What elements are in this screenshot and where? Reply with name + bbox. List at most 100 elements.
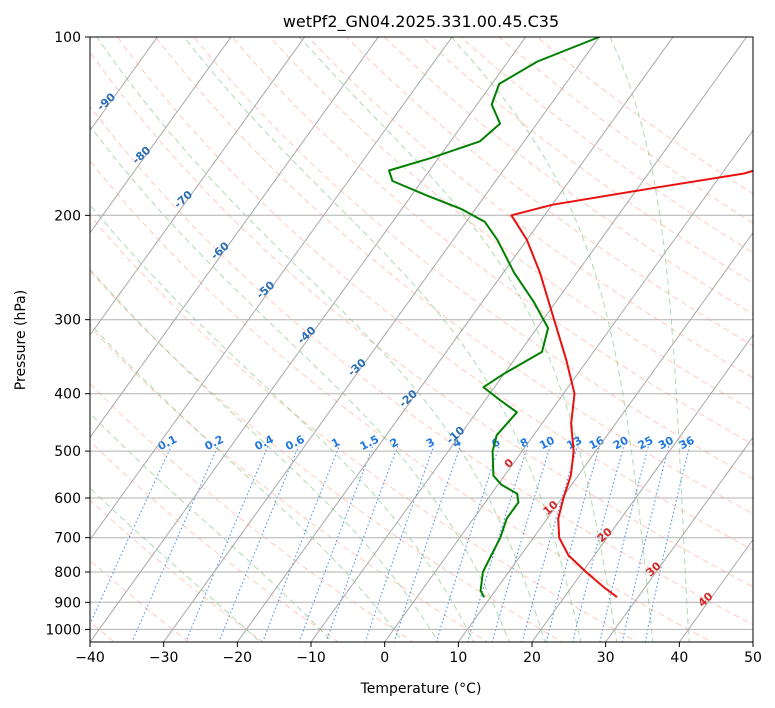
mixing-ratio-label: 25 — [636, 434, 656, 453]
isotherm-gridline — [236, 37, 674, 642]
isotherm-label-red: 40 — [696, 590, 716, 610]
dry-adiabat-line — [90, 382, 414, 642]
plot-frame — [89, 36, 754, 643]
mixing-ratio-line — [491, 445, 551, 642]
chart-title: wetPf2_GN04.2025.331.00.45.C35 — [283, 12, 559, 32]
dry-adiabat-line — [90, 326, 489, 642]
mixing-ratio-line — [644, 445, 691, 642]
mixing-ratio-line — [599, 445, 649, 642]
y-axis: 100 200 300 400 500 600 700 800 900 1000 — [45, 30, 90, 638]
isotherm-gridline — [90, 37, 158, 132]
y-tick-label: 100 — [54, 30, 81, 46]
mixing-ratio-label: 16 — [587, 434, 607, 453]
dry-adiabat-line — [498, 37, 753, 224]
plot-area: 0.1 0.2 0.4 0.6 1 1.5 2 3 4 6 8 10 13 16 20 25 30 36 -100… — [90, 37, 753, 642]
mixing-ratio-label: 1.5 — [358, 433, 381, 453]
dry-adiabat-line — [383, 37, 753, 315]
mixing-ratio-label: 0.2 — [203, 433, 226, 453]
temperature-profile-line — [510, 169, 753, 598]
x-tick-label: 0 — [380, 650, 389, 666]
sounding-profiles — [388, 37, 753, 598]
dry-adiabat-line — [154, 37, 753, 515]
mixing-ratio-line — [185, 445, 269, 642]
dry-adiabat-line — [90, 105, 753, 626]
isotherm-gridline — [90, 37, 453, 541]
x-tick-label: −20 — [223, 650, 253, 666]
mixing-ratio-label: 1 — [329, 435, 342, 450]
y-tick-label: 900 — [54, 595, 81, 611]
y-tick-label: 800 — [54, 565, 81, 581]
moist-adiabat-line — [90, 487, 261, 642]
y-tick-label: 200 — [54, 208, 81, 224]
mixing-ratio-line — [262, 445, 340, 642]
mixing-ratio-lines: 0.1 0.2 0.4 0.6 1 1.5 2 3 4 6 8 10 13 16 20 25 30 36 — [90, 433, 697, 642]
dry-adiabat-line — [345, 37, 753, 347]
dry-adiabat-line — [90, 51, 753, 588]
isotherm-label-red: 10 — [541, 498, 561, 518]
x-tick-label: 10 — [449, 650, 467, 666]
isotherm-gridline — [90, 37, 306, 336]
isotherm-gridline — [531, 334, 753, 642]
dry-adiabat-line — [90, 214, 639, 642]
y-tick-label: 400 — [54, 387, 81, 403]
mixing-ratio-line — [572, 445, 625, 642]
isotherm-label-blue: -40 — [295, 324, 319, 347]
pressure-gridlines — [90, 37, 753, 630]
x-tick-label: 30 — [597, 650, 615, 666]
y-tick-label: 600 — [54, 491, 81, 507]
moist-adiabat-line — [609, 37, 690, 642]
moist-adiabat-line — [90, 322, 404, 642]
moist-adiabat-line — [183, 37, 582, 642]
isotherm-gridline — [163, 37, 600, 642]
dry-adiabat-line — [116, 37, 753, 551]
isotherm-gridlines — [90, 37, 753, 642]
dry-adiabat-line — [460, 37, 753, 254]
mixing-ratio-label: 13 — [565, 434, 585, 453]
moist-adiabats — [90, 37, 690, 642]
x-axis: −40 −30 −20 −10 0 10 20 30 40 50 — [75, 642, 762, 666]
dewpoint-profile-line — [388, 37, 601, 598]
isotherm-gridline — [384, 129, 753, 642]
isotherm-gridline — [678, 538, 753, 642]
dry-adiabats — [90, 37, 753, 642]
isotherm-gridline — [90, 37, 379, 439]
dry-adiabat-line — [90, 499, 265, 642]
dry-adiabat-line — [307, 37, 753, 379]
mixing-ratio-label: 3 — [424, 435, 437, 450]
x-tick-label: −30 — [149, 650, 179, 666]
x-tick-label: −10 — [296, 650, 326, 666]
dry-adiabat-line — [90, 440, 340, 642]
mixing-ratio-label: 36 — [677, 434, 697, 453]
dry-adiabat-line — [90, 270, 564, 642]
y-tick-label: 1000 — [45, 622, 81, 638]
isotherm-label-red: 30 — [644, 559, 664, 579]
isotherm-label-blue: -10 — [444, 424, 468, 447]
mixing-ratio-line — [364, 445, 435, 642]
mixing-ratio-label: 30 — [656, 434, 676, 453]
isotherm-label-red: 20 — [595, 525, 615, 545]
mixing-ratio-line — [131, 445, 219, 642]
isotherm-gridline — [310, 37, 748, 642]
y-tick-label: 700 — [54, 531, 81, 547]
x-tick-label: 20 — [523, 650, 541, 666]
isotherm-gridline — [457, 231, 753, 642]
moist-adiabat-line — [96, 37, 546, 642]
isotherm-label-blue: -30 — [345, 356, 369, 379]
mixing-ratio-line — [218, 445, 300, 642]
isotherm-label-blue: -50 — [254, 278, 278, 301]
isotherm-label-red: 0 — [502, 456, 517, 471]
mixing-ratio-label: 0.6 — [283, 433, 307, 454]
mixing-ratio-line — [621, 445, 670, 642]
moist-adiabat-line — [298, 37, 618, 642]
mixing-ratio-label: 20 — [611, 434, 631, 453]
mixing-ratio-line — [325, 445, 399, 642]
mixing-ratio-line — [545, 445, 601, 642]
isotherm-label-blue: -60 — [208, 239, 232, 262]
mixing-ratio-line — [393, 445, 461, 642]
x-tick-label: −40 — [75, 650, 105, 666]
isotherm-gridline — [605, 436, 753, 642]
x-tick-label: 50 — [744, 650, 762, 666]
isotherm-label-blue: -20 — [397, 387, 421, 410]
isotherm-gridline — [90, 37, 527, 642]
